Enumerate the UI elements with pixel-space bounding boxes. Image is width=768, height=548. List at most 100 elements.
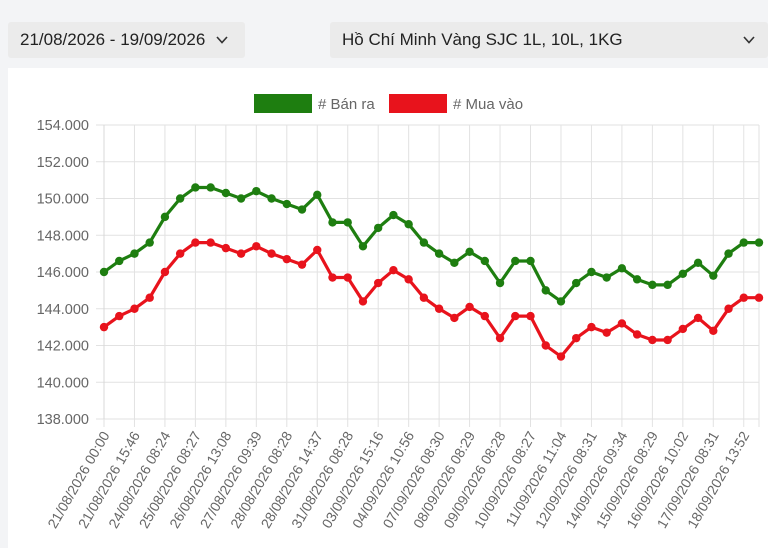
y-tick-label: 140.000 (37, 375, 89, 391)
data-point (526, 311, 535, 321)
data-point (541, 286, 550, 295)
y-tick-label: 138.000 (37, 412, 89, 428)
data-point (389, 265, 398, 275)
y-tick-label: 142.000 (37, 339, 89, 355)
chart-legend: # Bán ra # Mua vào (254, 94, 523, 113)
product-select[interactable]: Hồ Chí Minh Vàng SJC 1L, 10L, 1KG (330, 22, 768, 58)
data-point (480, 311, 490, 321)
data-point (313, 245, 322, 255)
data-point (328, 218, 337, 227)
data-point (145, 238, 154, 247)
legend-label: # Mua vào (453, 96, 523, 113)
y-tick-label: 150.000 (37, 192, 89, 208)
data-point (511, 256, 520, 266)
data-point (434, 304, 444, 313)
y-tick-label: 148.000 (37, 228, 89, 244)
legend-swatch (389, 94, 447, 113)
data-point (587, 267, 596, 277)
data-point (709, 271, 718, 280)
data-point (572, 333, 581, 343)
data-point (465, 247, 474, 256)
data-point (693, 313, 703, 323)
data-point (328, 273, 337, 282)
data-point (465, 302, 474, 312)
data-point (145, 293, 154, 302)
data-point (282, 254, 291, 264)
data-point (648, 280, 657, 290)
data-point (404, 275, 413, 284)
data-point (358, 297, 368, 306)
data-point (526, 256, 535, 266)
data-point (663, 335, 672, 345)
data-point (419, 293, 429, 302)
data-point (373, 223, 383, 233)
data-point (419, 238, 429, 247)
data-point (175, 194, 185, 203)
data-point (678, 324, 688, 334)
data-point (373, 278, 383, 288)
data-point (450, 258, 459, 268)
data-point (587, 322, 596, 332)
data-point (130, 249, 139, 258)
data-point (480, 256, 490, 266)
data-point (754, 293, 764, 302)
data-point (450, 313, 459, 323)
data-point (160, 212, 170, 222)
y-tick-label: 154.000 (37, 118, 89, 134)
product-value: Hồ Chí Minh Vàng SJC 1L, 10L, 1KG (342, 30, 623, 49)
data-point (343, 273, 352, 282)
legend-swatch (254, 94, 312, 113)
data-point (191, 238, 200, 247)
data-point (115, 311, 124, 321)
data-point (739, 293, 748, 302)
data-point (648, 335, 657, 345)
data-point (221, 243, 231, 253)
data-point (221, 188, 231, 198)
data-point (495, 278, 505, 288)
y-axis: 154.000 152.000 150.000 148.000 146.000 144.0… (37, 118, 89, 428)
data-point (389, 210, 398, 220)
chevron-down-icon (216, 36, 228, 44)
data-point (313, 190, 322, 200)
data-point (297, 205, 307, 214)
data-point (678, 269, 688, 279)
data-point (602, 328, 611, 337)
data-point (617, 264, 627, 273)
data-point (115, 256, 124, 266)
chevron-down-icon (743, 36, 755, 44)
date-range-select[interactable]: 21/08/2026 - 19/09/2026 (8, 22, 245, 58)
data-point (709, 326, 718, 335)
data-point (572, 278, 581, 288)
data-point (297, 260, 307, 269)
data-point (160, 267, 170, 277)
data-point (236, 194, 246, 203)
y-tick-label: 144.000 (37, 302, 89, 318)
data-point (739, 238, 748, 247)
data-point (434, 249, 444, 258)
data-point (236, 249, 246, 258)
data-point (175, 249, 185, 258)
data-point (252, 186, 261, 196)
data-point (130, 304, 139, 313)
chart-grid (96, 124, 760, 427)
data-point (541, 341, 550, 350)
data-point (632, 330, 642, 339)
data-point (556, 297, 566, 306)
data-point (191, 183, 200, 192)
data-point (663, 280, 672, 290)
data-point (602, 273, 611, 282)
data-point (404, 220, 413, 229)
y-tick-label: 146.000 (37, 265, 89, 281)
data-point (206, 183, 215, 192)
date-range-value: 21/08/2026 - 19/09/2026 (20, 30, 206, 49)
series-line (103, 185, 759, 303)
data-point (267, 194, 276, 203)
chart-series (99, 183, 764, 361)
data-point (99, 322, 109, 332)
data-point (617, 319, 627, 328)
data-point (99, 267, 109, 277)
data-point (632, 275, 642, 284)
data-point (206, 238, 215, 247)
series-line (103, 241, 759, 359)
